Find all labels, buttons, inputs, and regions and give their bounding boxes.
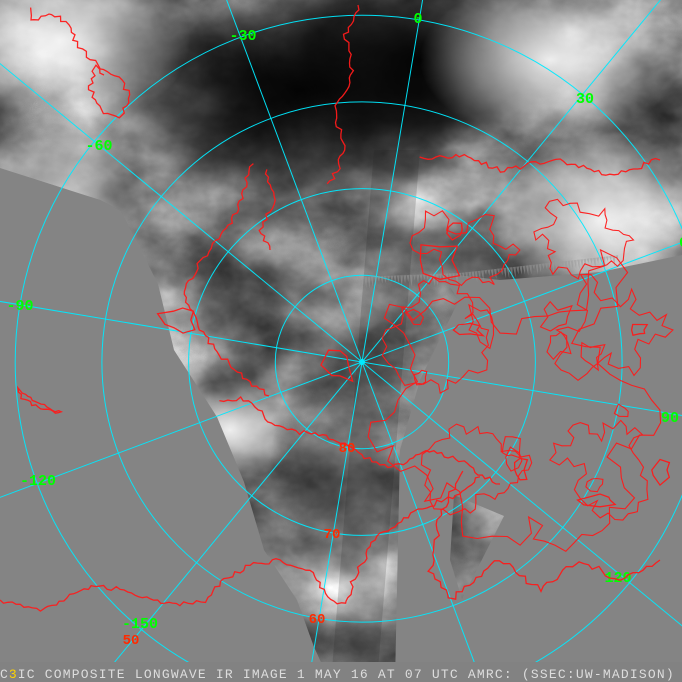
- svg-text:30: 30: [576, 91, 594, 108]
- svg-text:IC COMPOSITE LONGWAVE IR IMAGE: IC COMPOSITE LONGWAVE IR IMAGE 1 MAY 16 …: [18, 667, 675, 682]
- svg-text:C: C: [0, 667, 9, 682]
- svg-text:90: 90: [661, 410, 679, 427]
- svg-text:0: 0: [413, 11, 422, 28]
- svg-text:70: 70: [324, 527, 341, 543]
- svg-text:-120: -120: [20, 473, 56, 490]
- svg-text:3: 3: [9, 667, 18, 682]
- svg-text:50: 50: [123, 633, 140, 649]
- svg-text:-60: -60: [85, 138, 112, 155]
- svg-text:-90: -90: [6, 298, 33, 315]
- svg-text:-30: -30: [229, 28, 256, 45]
- svg-text:60: 60: [309, 612, 326, 628]
- svg-text:120: 120: [604, 570, 631, 587]
- svg-text:-150: -150: [122, 616, 158, 633]
